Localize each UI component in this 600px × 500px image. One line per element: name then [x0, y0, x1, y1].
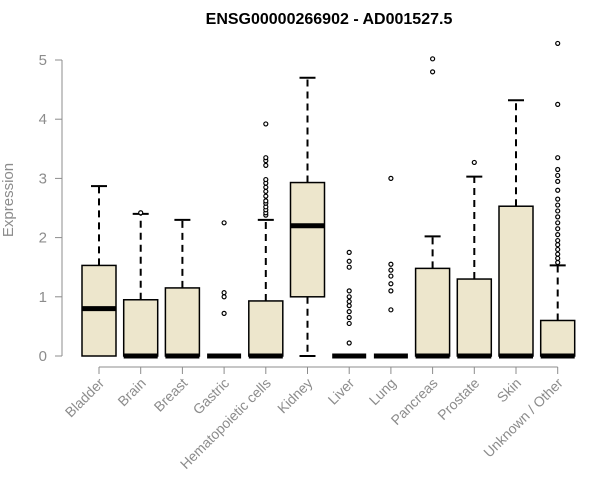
box-group [373, 175, 408, 359]
y-axis: 0 1 2 3 4 5 [39, 52, 63, 365]
x-tick-label: Breast [151, 375, 191, 415]
box-group [248, 121, 284, 359]
outlier-point [263, 184, 269, 190]
box-group [289, 76, 326, 357]
outlier-point [555, 178, 561, 184]
outlier-point [430, 69, 436, 75]
outlier-point [555, 242, 561, 248]
x-tick-label: Bladder [62, 375, 108, 421]
outlier-point [346, 294, 352, 300]
box-body [539, 319, 576, 357]
outlier-point [346, 288, 352, 294]
chart-title: ENSG00000266902 - AD001527.5 [206, 11, 453, 28]
outlier-point [555, 196, 561, 202]
outlier-point [388, 261, 394, 267]
outlier-point [555, 251, 561, 257]
box-group [164, 218, 201, 359]
outlier-point [555, 208, 561, 214]
outlier-point [555, 226, 561, 232]
box-body [164, 287, 201, 357]
outlier-point [346, 258, 352, 264]
outlier-point [555, 155, 561, 161]
outlier-point [346, 309, 352, 315]
outlier-point [346, 303, 352, 309]
outlier-point [263, 188, 269, 195]
x-tick-label: Skin [494, 375, 525, 406]
box-group [207, 220, 242, 359]
y-tick-label: 4 [39, 111, 47, 128]
x-tick-label: Unknown / Other [480, 375, 566, 461]
box-body [289, 181, 326, 298]
outlier-point [555, 237, 561, 244]
outlier-point [263, 193, 269, 199]
box-group [498, 99, 534, 359]
outlier-point [221, 310, 227, 316]
outlier-point [263, 155, 269, 161]
box-group [539, 40, 576, 359]
outlier-point [263, 121, 269, 127]
outlier-point [346, 340, 352, 346]
outlier-point [346, 249, 352, 255]
outlier-point [346, 298, 352, 305]
y-tick-label: 5 [39, 52, 47, 69]
outlier-point [555, 246, 561, 253]
box-group [332, 249, 367, 359]
box-group [456, 159, 493, 359]
outlier-point [263, 198, 269, 204]
outlier-point [555, 214, 561, 220]
x-tick-label: Prostate [434, 375, 482, 423]
outlier-point [388, 281, 394, 287]
outlier-point [555, 259, 561, 266]
outlier-point [388, 267, 394, 273]
outlier-point [555, 172, 561, 179]
outlier-point [221, 290, 227, 296]
outlier-point [388, 307, 394, 313]
outlier-point [555, 101, 561, 108]
outlier-point [471, 159, 477, 166]
x-tick-label: Brain [114, 375, 148, 409]
box-group [414, 56, 451, 359]
box-body [122, 299, 159, 357]
y-tick-label: 2 [39, 230, 47, 247]
outlier-point [388, 175, 394, 181]
outlier-point [555, 187, 561, 193]
y-tick-label: 1 [39, 289, 47, 306]
box-body [414, 267, 451, 357]
outlier-point [555, 232, 561, 238]
outlier-point [555, 166, 561, 173]
box-series [81, 40, 576, 359]
outlier-point [221, 294, 227, 300]
outlier-point [388, 273, 394, 279]
outlier-point [430, 56, 436, 62]
y-tick-label: 0 [39, 348, 47, 365]
box-group [81, 185, 117, 357]
outlier-point [346, 320, 352, 327]
outlier-point [555, 40, 561, 47]
outlier-point [221, 220, 227, 226]
box-body [248, 300, 284, 357]
outlier-point [388, 288, 394, 294]
box-group [122, 210, 159, 359]
outlier-point [346, 314, 352, 321]
x-tick-label: Kidney [274, 375, 316, 417]
outlier-point [263, 162, 269, 168]
outlier-point [346, 264, 352, 270]
x-tick-label: Lung [366, 375, 399, 408]
box-body [498, 205, 534, 357]
x-tick-label: Liver [325, 375, 358, 408]
y-axis-label: Expression [0, 163, 17, 237]
outlier-point [555, 202, 561, 208]
outlier-point [138, 210, 144, 216]
outlier-point [555, 255, 561, 261]
y-tick-label: 3 [39, 170, 47, 187]
box-body [456, 278, 493, 357]
outlier-point [263, 176, 269, 183]
outlier-point [555, 220, 561, 226]
